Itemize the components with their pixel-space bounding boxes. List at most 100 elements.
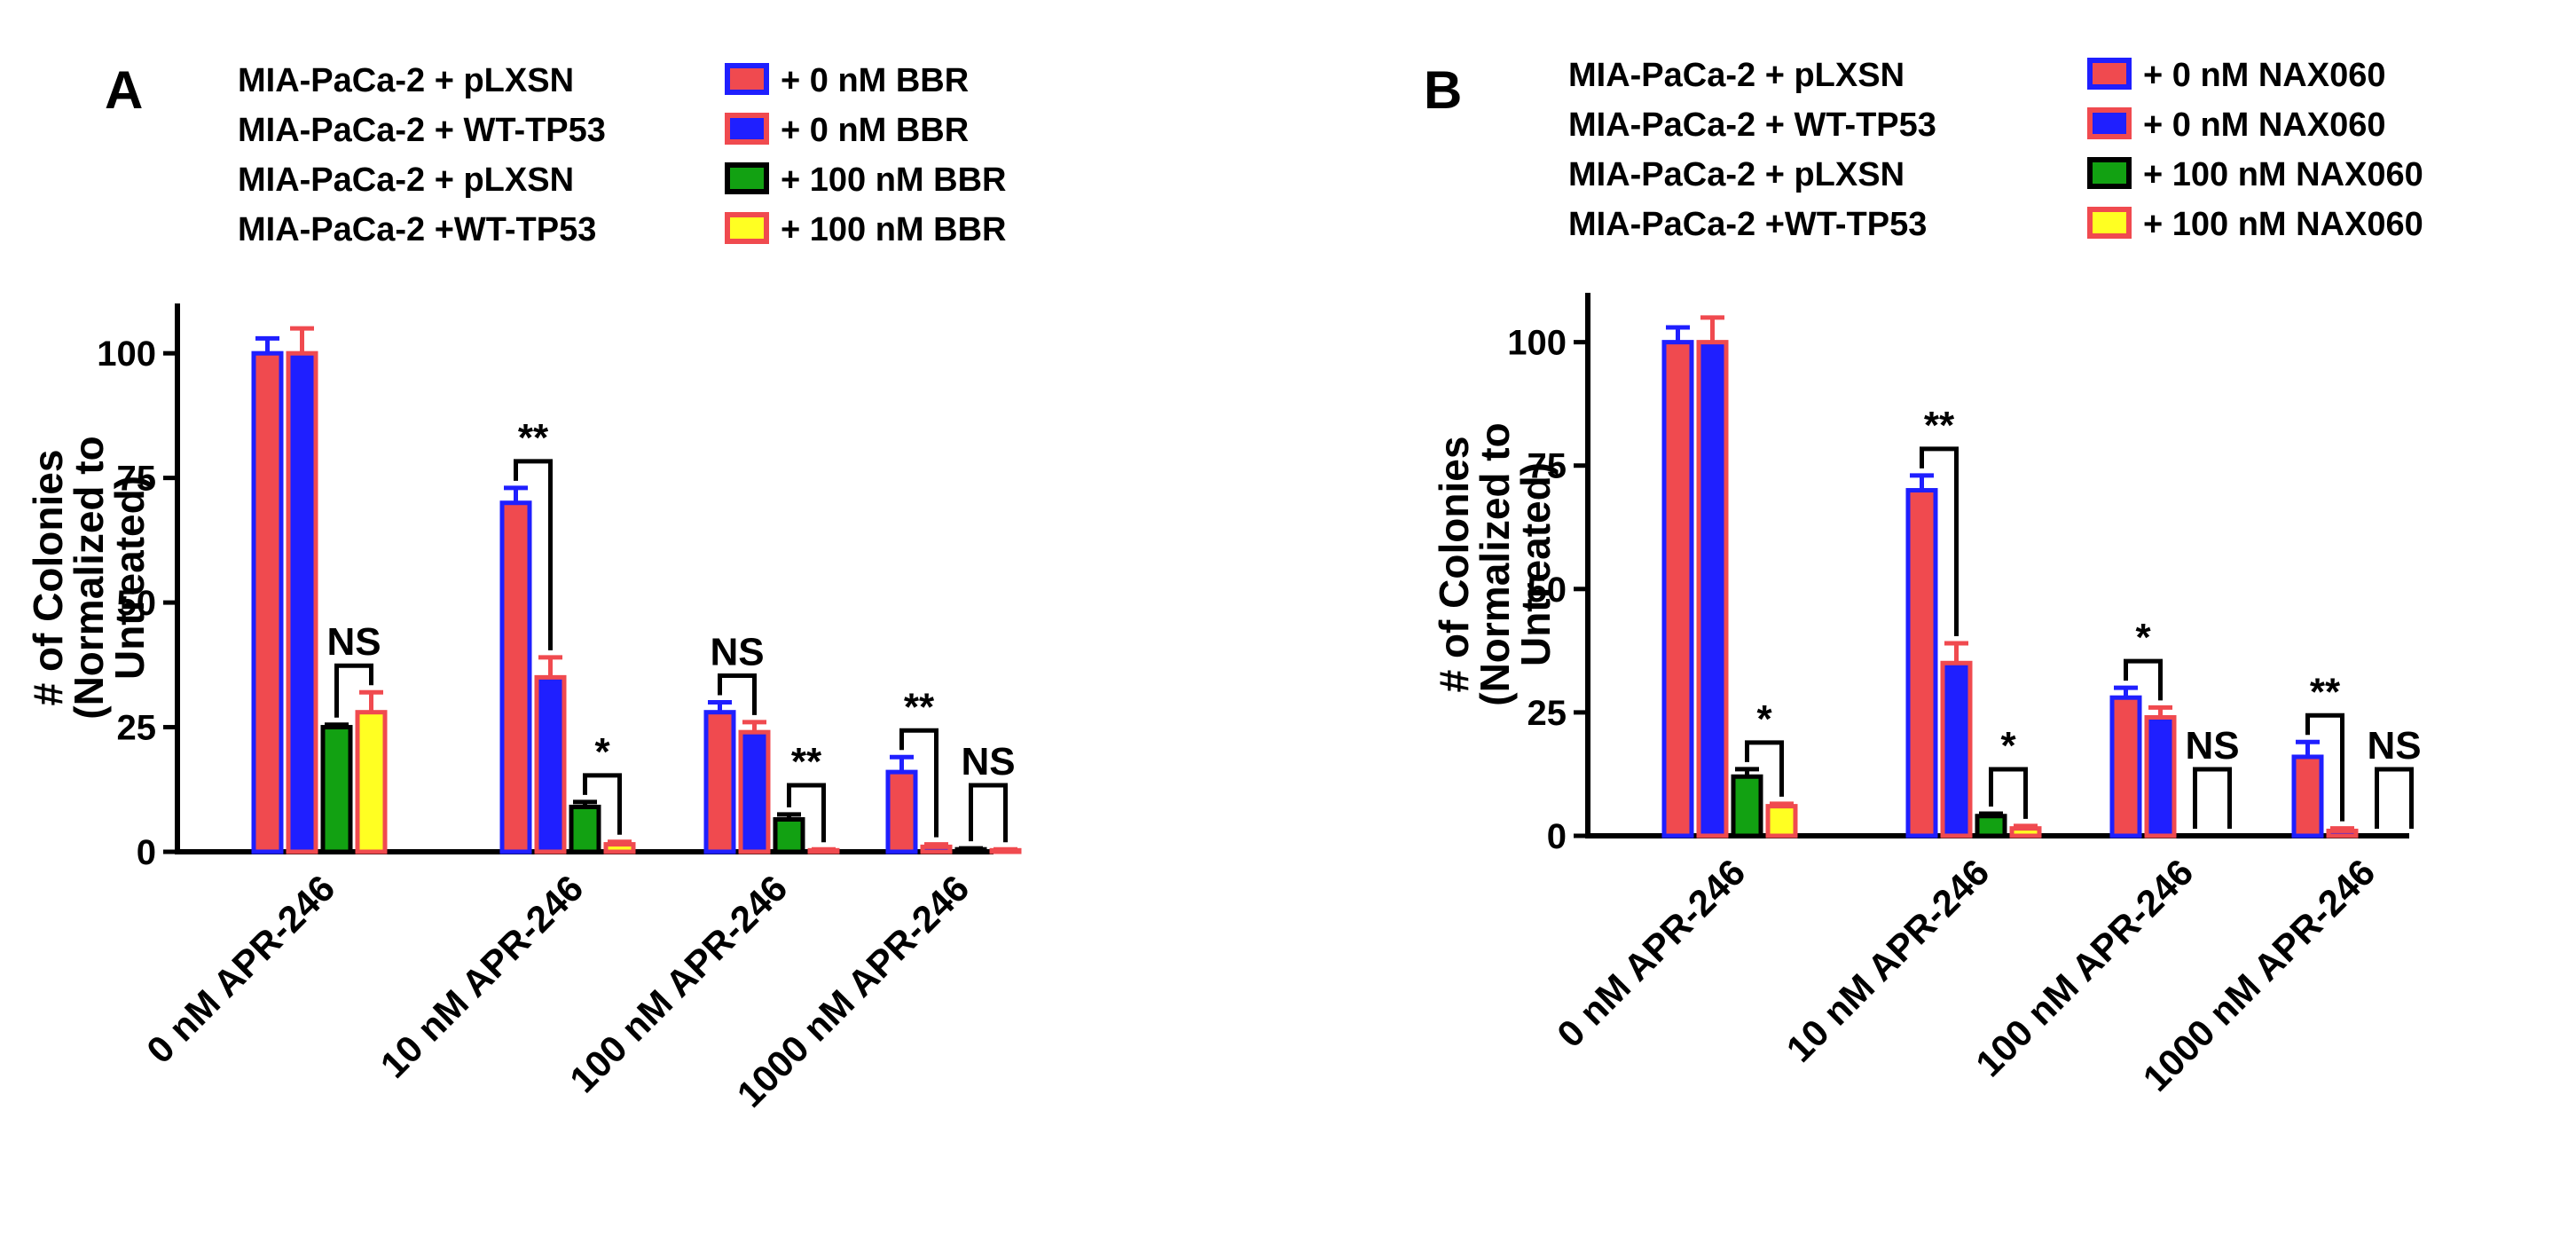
bar (499, 500, 532, 854)
significance-label: ** (518, 416, 549, 460)
y-axis-label-line3: Untreated) (1512, 462, 1559, 666)
bar (2109, 695, 2142, 838)
significance-label: ** (2310, 670, 2341, 713)
y-tick-label: 0 (1547, 817, 1567, 856)
significance-label: * (1756, 697, 1772, 741)
legend-swatch (725, 113, 769, 145)
y-tick-label: 50 (117, 584, 157, 623)
bar (1765, 804, 1798, 838)
y-tick-label: 75 (117, 460, 157, 499)
significance-bracket (1989, 767, 2028, 819)
y-tick-label: 100 (1507, 324, 1567, 363)
significance-bracket (2305, 712, 2344, 822)
significance-bracket (2193, 767, 2232, 829)
y-axis-label-line2: (Normalized to (66, 436, 112, 719)
legend-swatch (725, 63, 769, 95)
bar (2291, 754, 2324, 838)
legend-treatment-label: + 100 nM BBR (781, 211, 1006, 248)
legend-swatch (2087, 107, 2132, 139)
significance-bracket (334, 663, 373, 718)
significance-bracket (2124, 658, 2163, 701)
y-tick-label: 0 (137, 833, 156, 872)
bar (286, 350, 318, 854)
bar (534, 674, 567, 854)
legend-treatment-label: + 0 nM NAX060 (2143, 106, 2386, 144)
legend-treatment-label: + 0 nM BBR (781, 62, 969, 99)
significance-label: * (594, 730, 610, 774)
legend-cell-label: MIA-PaCa-2 + pLXSN (238, 62, 574, 99)
bar (738, 729, 771, 854)
y-axis-label-line3: Untreated) (106, 476, 153, 680)
significance-label: NS (710, 630, 764, 673)
bar (603, 842, 636, 854)
bar (703, 710, 736, 854)
significance-bracket (583, 773, 622, 835)
y-tick-label: 25 (117, 709, 157, 748)
y-tick-label: 25 (1528, 694, 1567, 733)
y-tick-label: 50 (1528, 571, 1567, 610)
bar (2144, 714, 2177, 838)
bar (1696, 340, 1729, 838)
bar (885, 769, 918, 854)
bar (1731, 774, 1763, 838)
bar (773, 816, 805, 854)
significance-bracket (969, 783, 1008, 843)
legend-cell-label: MIA-PaCa-2 + pLXSN (1568, 57, 1905, 94)
x-category-label: 10 nM APR-246 (1779, 851, 1998, 1070)
x-category-label: 0 nM APR-246 (138, 867, 342, 1071)
legend-cell-label: MIA-PaCa-2 + WT-TP53 (238, 112, 606, 149)
bar (1975, 814, 2007, 838)
significance-label: ** (904, 685, 935, 728)
bar (355, 710, 388, 854)
y-tick-label: 100 (97, 335, 156, 374)
significance-bracket (1745, 740, 1784, 797)
bar (920, 844, 953, 854)
significance-label: ** (1924, 404, 1955, 447)
x-category-label: 0 nM APR-246 (1549, 851, 1753, 1055)
y-axis-label-line1: # of Colonies (1431, 437, 1477, 693)
bar (1940, 660, 1973, 838)
bar (1905, 488, 1938, 838)
significance-bracket (899, 728, 939, 838)
legend-treatment-label: + 100 nM NAX060 (2143, 156, 2423, 193)
significance-label: NS (2185, 724, 2239, 768)
significance-label: NS (326, 620, 381, 664)
significance-bracket (2375, 767, 2414, 829)
legend-swatch (725, 212, 769, 244)
legend-swatch (2087, 207, 2132, 239)
significance-bracket (1920, 446, 1959, 637)
panel-letter-a: A (105, 60, 143, 120)
x-category-label: 10 nM APR-246 (373, 867, 592, 1086)
significance-label: NS (2367, 724, 2421, 768)
legend-swatch (2087, 157, 2132, 189)
legend-swatch (2087, 58, 2132, 90)
legend-cell-label: MIA-PaCa-2 + pLXSN (238, 161, 574, 199)
bar (2009, 826, 2042, 838)
y-tick-label: 75 (1528, 447, 1567, 486)
panel-b: B MIA-PaCa-2 + pLXSN + 0 nM NAX060 MIA-PaC… (1424, 57, 2423, 1099)
legend-treatment-label: + 100 nM BBR (781, 161, 1006, 199)
legend-cell-label: MIA-PaCa-2 + WT-TP53 (1568, 106, 1936, 144)
bar (1661, 340, 1694, 838)
legend-treatment-label: + 100 nM NAX060 (2143, 206, 2423, 243)
bar (251, 350, 284, 854)
y-axis-label-line1: # of Colonies (25, 450, 71, 706)
panel-letter-b: B (1424, 60, 1462, 120)
significance-bracket (718, 673, 757, 715)
legend-cell-label: MIA-PaCa-2 + pLXSN (1568, 156, 1905, 193)
panel-a: A MIA-PaCa-2 + pLXSN + 0 nM BBR MIA-PaCa-2… (25, 60, 1022, 1115)
significance-label: ** (791, 740, 822, 783)
significance-label: NS (961, 740, 1015, 783)
legend-cell-label: MIA-PaCa-2 +WT-TP53 (238, 211, 596, 248)
legend-swatch (725, 162, 769, 194)
bar (2326, 828, 2359, 838)
legend-cell-label: MIA-PaCa-2 +WT-TP53 (1568, 206, 1927, 243)
significance-label: * (2000, 724, 2016, 768)
y-axis-label-line2: (Normalized to (1472, 422, 1518, 705)
significance-label: * (2135, 616, 2151, 659)
bar (569, 804, 601, 854)
bar (320, 725, 353, 854)
significance-bracket (787, 783, 826, 843)
significance-bracket (514, 459, 553, 650)
